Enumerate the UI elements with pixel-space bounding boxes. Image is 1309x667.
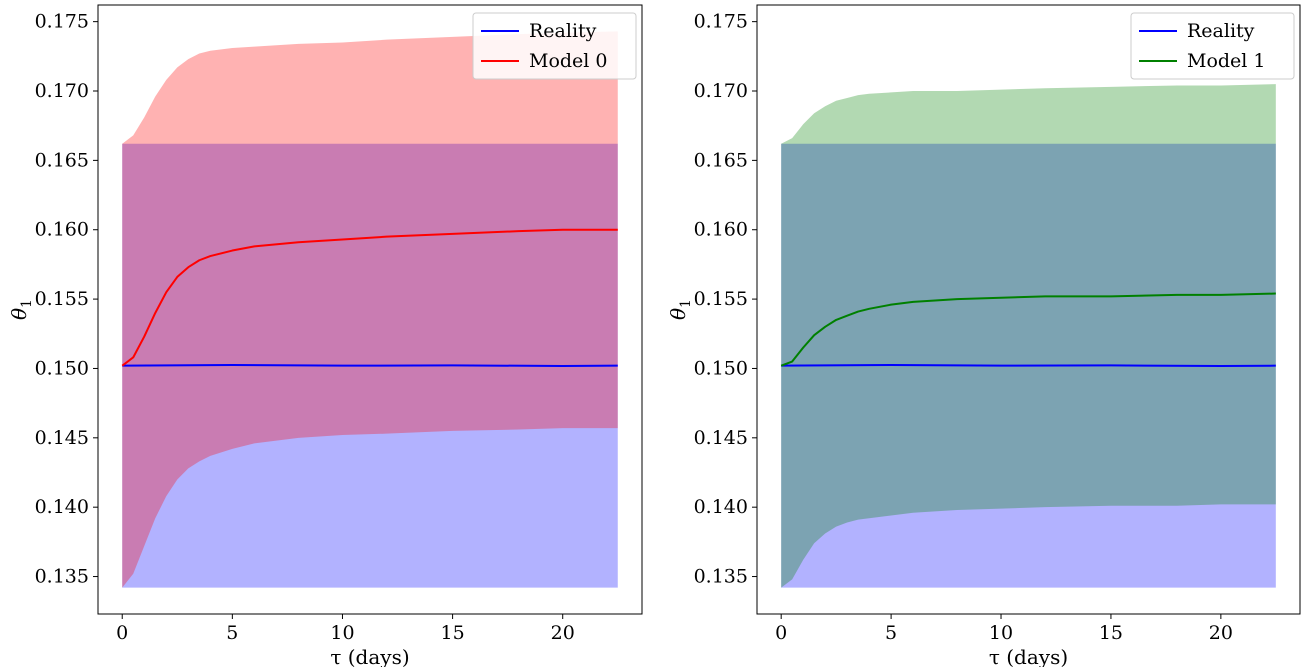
y-tick-label: 0.165 [694, 149, 748, 171]
axes-frame [97, 4, 643, 615]
y-tick-label: 0.135 [35, 566, 89, 588]
chart-panel-1: 0 5 10 15 20 0.135 0.140 0.145 0.150 0.155 0.160 0.… [666, 4, 1301, 667]
y-tick-label: 0.170 [35, 80, 89, 102]
y-axis-title: θ1 [666, 299, 694, 320]
axes-frame [756, 4, 1301, 615]
y-axis-title: θ1 [7, 299, 35, 320]
x-tick-label: 0 [775, 622, 787, 644]
legend: Reality Model 1 [1130, 12, 1295, 80]
legend-label: Reality [529, 20, 597, 42]
y-tick-label: 0.175 [694, 11, 748, 33]
y-tick-label: 0.140 [35, 496, 89, 518]
y-axis-symbol: θ [7, 308, 31, 320]
series-line-model-0 [121, 228, 618, 367]
y-tick-label: 0.160 [35, 219, 89, 241]
uncertainty-band-1 [781, 84, 1276, 588]
y-tick-label: 0.150 [694, 357, 748, 379]
x-tick-label: 10 [989, 622, 1013, 644]
legend-box [1130, 12, 1295, 80]
x-tick-label: 15 [1099, 622, 1123, 644]
y-tick-label: 0.155 [35, 288, 89, 310]
x-tick-label: 20 [551, 622, 575, 644]
chart-panel-0: 0 5 10 15 20 0.135 0.140 0.145 0.150 0.155 0.160 0.… [7, 4, 643, 667]
plot-area [98, 5, 642, 614]
y-tick-label: 0.170 [694, 80, 748, 102]
x-tick-label: 15 [440, 622, 464, 644]
y-tick-label: 0.175 [35, 11, 89, 33]
legend-label: Model 0 [529, 50, 608, 72]
y-tick-label: 0.145 [694, 427, 748, 449]
x-axis-title: τ (days) [989, 645, 1068, 667]
y-tick-label: 0.135 [694, 566, 748, 588]
legend: Reality Model 0 [472, 12, 637, 80]
x-tick-label: 5 [226, 622, 238, 644]
x-tick-label: 0 [116, 622, 128, 644]
y-tick-label: 0.150 [35, 357, 89, 379]
legend-label: Reality [1187, 20, 1255, 42]
y-tick-label: 0.160 [694, 219, 748, 241]
plot-area [757, 5, 1300, 614]
x-tick-label: 5 [885, 622, 897, 644]
y-axis-subscript: 1 [678, 299, 694, 308]
x-tick-label: 20 [1209, 622, 1233, 644]
series-line-reality [122, 363, 618, 367]
y-axis-symbol: θ [666, 308, 690, 320]
x-tick-label: 10 [330, 622, 354, 644]
y-tick-label: 0.140 [694, 496, 748, 518]
y-tick-label: 0.145 [35, 427, 89, 449]
y-tick-label: 0.165 [35, 149, 89, 171]
legend-box [472, 12, 637, 80]
uncertainty-band-1 [122, 31, 618, 588]
x-axis-title: τ (days) [330, 645, 409, 667]
series-line-model-1 [780, 292, 1276, 367]
legend-label: Model 1 [1187, 50, 1266, 72]
y-tick-label: 0.155 [694, 288, 748, 310]
y-axis-subscript: 1 [19, 299, 35, 308]
series-line-reality [781, 363, 1276, 367]
